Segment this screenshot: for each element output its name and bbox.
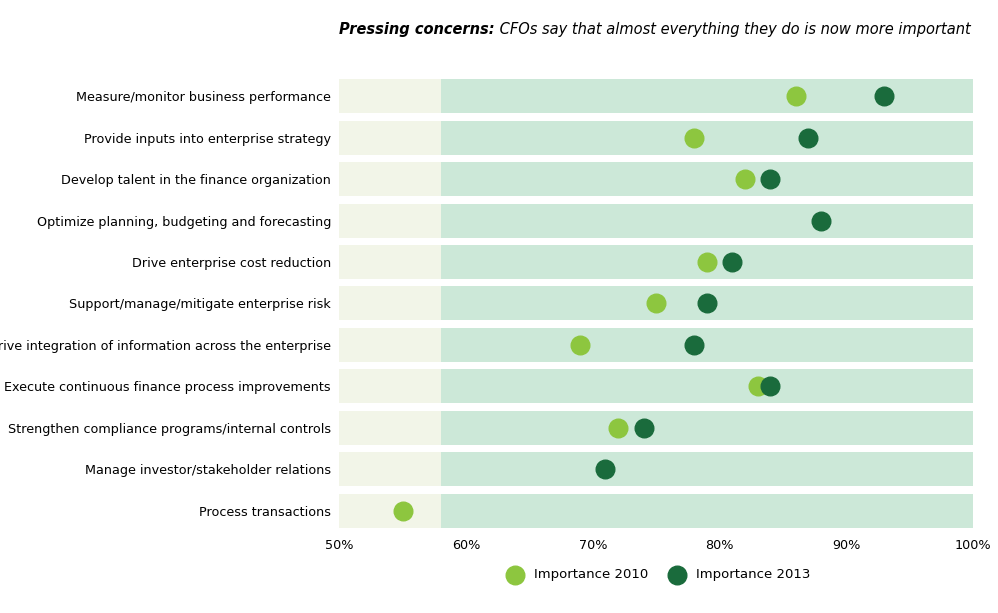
Legend: Importance 2010, Importance 2013: Importance 2010, Importance 2013 [497, 563, 815, 587]
Point [813, 216, 829, 226]
Point [699, 257, 715, 267]
Point [800, 133, 816, 143]
Bar [441, 411, 973, 444]
Point [687, 340, 703, 350]
Point [787, 91, 803, 101]
Bar [441, 493, 973, 528]
Point [699, 299, 715, 308]
Bar [339, 328, 441, 362]
Point [876, 91, 892, 101]
Bar [441, 452, 973, 486]
Bar [441, 162, 973, 196]
Point [572, 340, 588, 350]
Bar [339, 121, 441, 154]
Bar [441, 369, 973, 403]
Point [687, 133, 703, 143]
Bar [441, 245, 973, 279]
Text: CFOs say that almost everything they do is now more important: CFOs say that almost everything they do … [495, 22, 971, 37]
Bar [339, 411, 441, 444]
Point [762, 174, 778, 184]
Bar [339, 493, 441, 528]
Point [394, 506, 411, 516]
Point [598, 464, 614, 474]
Point [610, 423, 626, 433]
Bar [441, 286, 973, 321]
Point [762, 381, 778, 391]
Point [636, 423, 652, 433]
Bar [441, 121, 973, 154]
Bar [339, 452, 441, 486]
Point [649, 299, 665, 308]
Bar [339, 79, 441, 113]
Bar [339, 245, 441, 279]
Bar [339, 204, 441, 238]
Point [725, 257, 741, 267]
Bar [441, 328, 973, 362]
Bar [339, 286, 441, 321]
Bar [441, 204, 973, 238]
Bar [339, 162, 441, 196]
Bar [339, 369, 441, 403]
Text: Pressing concerns:: Pressing concerns: [339, 22, 495, 37]
Point [749, 381, 765, 391]
Bar [441, 79, 973, 113]
Point [737, 174, 752, 184]
